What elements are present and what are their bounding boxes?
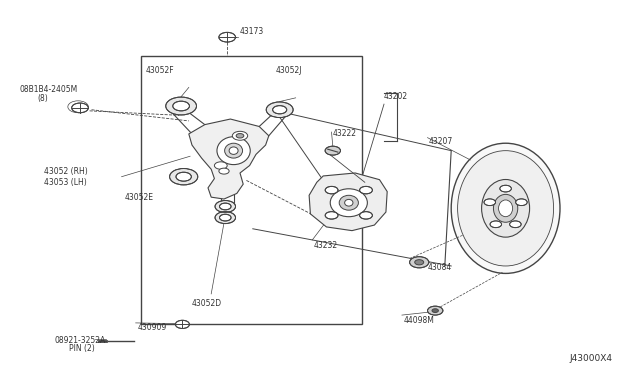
Circle shape [500, 185, 511, 192]
Circle shape [325, 186, 338, 194]
Circle shape [516, 199, 527, 206]
Circle shape [360, 186, 372, 194]
Ellipse shape [482, 179, 530, 237]
Ellipse shape [225, 143, 243, 158]
Circle shape [490, 221, 502, 228]
Polygon shape [189, 119, 269, 199]
Circle shape [415, 260, 424, 265]
Circle shape [325, 212, 338, 219]
Circle shape [432, 309, 438, 312]
Circle shape [214, 162, 227, 169]
Circle shape [484, 199, 495, 206]
Circle shape [175, 320, 189, 328]
Text: 43084: 43084 [428, 263, 452, 272]
Circle shape [170, 169, 198, 185]
Text: 43052F: 43052F [146, 66, 175, 75]
Circle shape [215, 201, 236, 212]
Text: 43052E: 43052E [125, 193, 154, 202]
Circle shape [236, 134, 244, 138]
Text: 43222: 43222 [333, 129, 357, 138]
Text: 08921-3252A: 08921-3252A [54, 336, 106, 345]
Text: 08B1B4-2405M: 08B1B4-2405M [19, 85, 77, 94]
Ellipse shape [330, 189, 367, 217]
Ellipse shape [229, 147, 238, 154]
Circle shape [360, 212, 372, 219]
Ellipse shape [339, 195, 358, 210]
Polygon shape [309, 173, 387, 231]
Circle shape [220, 203, 231, 210]
Circle shape [166, 97, 196, 115]
Circle shape [173, 101, 189, 111]
Text: (8): (8) [37, 94, 48, 103]
Text: PIN (2): PIN (2) [69, 344, 95, 353]
Circle shape [273, 106, 287, 114]
Circle shape [232, 131, 248, 140]
Ellipse shape [458, 151, 554, 266]
Circle shape [215, 212, 236, 224]
Circle shape [176, 172, 191, 181]
Ellipse shape [493, 194, 518, 222]
Text: 43173: 43173 [240, 27, 264, 36]
Ellipse shape [344, 199, 353, 206]
Text: 430909: 430909 [138, 323, 167, 332]
Circle shape [72, 103, 88, 113]
Text: 44098M: 44098M [403, 316, 434, 325]
Text: J43000X4: J43000X4 [570, 354, 612, 363]
Bar [141, 56, 362, 324]
Circle shape [266, 102, 293, 118]
Text: 43207: 43207 [429, 137, 453, 146]
Circle shape [410, 257, 429, 268]
Circle shape [219, 168, 229, 174]
Ellipse shape [217, 137, 250, 164]
Text: 43053 (LH): 43053 (LH) [44, 178, 86, 187]
Text: 43052D: 43052D [192, 299, 222, 308]
Circle shape [220, 214, 231, 221]
Circle shape [428, 306, 443, 315]
Text: 43052J: 43052J [275, 66, 301, 75]
Circle shape [325, 146, 340, 155]
Circle shape [219, 32, 236, 42]
Circle shape [509, 221, 521, 228]
Text: 43202: 43202 [384, 92, 408, 101]
Ellipse shape [499, 200, 513, 217]
Text: 43232: 43232 [314, 241, 338, 250]
Text: 43052 (RH): 43052 (RH) [44, 167, 87, 176]
Ellipse shape [451, 143, 560, 273]
